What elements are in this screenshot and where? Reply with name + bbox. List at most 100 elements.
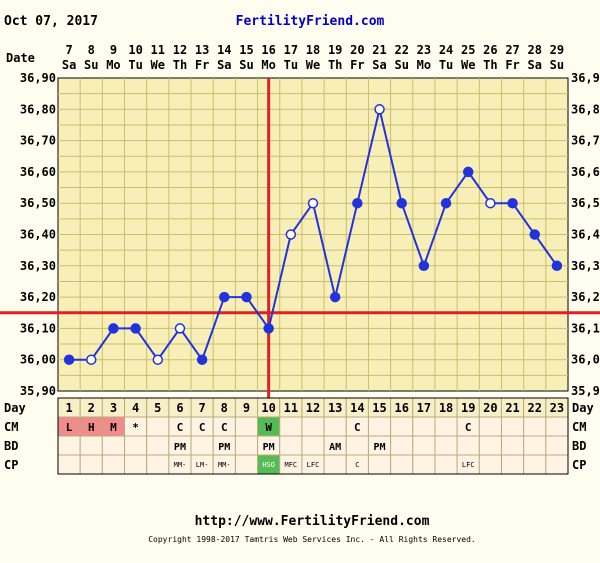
weekday-label: Th: [173, 58, 187, 72]
date-label: 24: [439, 43, 453, 57]
right-y-tick-label: 36,6: [571, 165, 600, 179]
footer-url[interactable]: http://www.FertilityFriend.com: [195, 514, 430, 529]
bd-cell-bg: [434, 435, 458, 456]
bd-cell: PM: [373, 442, 385, 453]
cp-cell-bg: [412, 454, 436, 475]
cp-cell-bg: [500, 454, 525, 475]
cycle-day: 6: [176, 401, 183, 415]
cm-cell: C: [221, 421, 228, 434]
temperature-point: [86, 354, 97, 365]
cm-cell: M: [110, 421, 117, 434]
y-tick-label: 36,50: [20, 196, 56, 210]
weekday-label: Th: [328, 58, 342, 72]
cp-cell-bg: [545, 454, 569, 475]
weekday-label: Fr: [505, 58, 519, 72]
cycle-day: 16: [394, 401, 408, 415]
cp-cell: LFC: [307, 461, 320, 469]
date-label: 7: [65, 43, 72, 57]
temperature-point: [263, 323, 274, 334]
weekday-label: Tu: [439, 58, 453, 72]
cp-cell: C: [355, 461, 359, 469]
y-tick-label: 36,60: [20, 165, 56, 179]
cm-cell-bg: [146, 416, 170, 437]
temperature-point: [529, 229, 540, 240]
cm-cell-bg: [301, 416, 325, 437]
weekday-label: Su: [550, 58, 564, 72]
temperature-point: [329, 291, 341, 303]
cycle-day: 8: [221, 401, 228, 415]
temperature-point: [63, 354, 75, 365]
date-label: 19: [328, 43, 342, 57]
site-name: FertilityFriend.com: [236, 14, 385, 29]
cp-cell-bg: [390, 454, 414, 475]
footer-copyright: Copyright 1998-2017 Tamtris Web Services…: [148, 535, 476, 544]
cp-cell: LM-: [196, 461, 209, 469]
cm-cell: W: [265, 421, 272, 434]
cycle-day: 5: [154, 401, 161, 415]
right-y-tick-label: 35,9: [571, 384, 600, 398]
cm-cell-bg: [523, 416, 547, 437]
weekday-label: Fr: [350, 58, 364, 72]
plot-area: [0, 77, 600, 420]
row-label-left: CP: [4, 458, 18, 472]
cm-cell-bg: [234, 416, 259, 437]
bd-cell-bg: [79, 435, 103, 456]
cycle-day: 7: [199, 401, 206, 415]
right-y-tick-label: 36,1: [571, 321, 600, 335]
right-y-tick-label: 36,2: [571, 290, 600, 304]
cp-cell-bg: [523, 454, 547, 475]
date-label: 23: [417, 43, 431, 57]
date-label: 20: [350, 43, 364, 57]
bd-cell: PM: [218, 442, 230, 453]
cp-cell: MM-: [174, 461, 187, 469]
temperature-point: [462, 166, 474, 178]
weekday-label: Tu: [128, 58, 142, 72]
cm-cell: C: [354, 421, 361, 434]
cycle-day: 22: [528, 401, 542, 415]
date-label: 25: [461, 43, 475, 57]
cp-cell-bg: [234, 454, 259, 475]
cm-cell-bg: [367, 416, 392, 437]
bd-cell-bg: [523, 435, 547, 456]
row-label-right: Day: [572, 401, 594, 415]
date-label: 12: [173, 43, 187, 57]
cycle-day: 17: [417, 401, 431, 415]
date-row-label: Date: [6, 51, 35, 65]
bd-cell-bg: [146, 435, 170, 456]
temperature-point: [352, 197, 363, 209]
y-tick-label: 36,80: [20, 102, 56, 116]
row-label-right: CM: [572, 420, 586, 434]
row-label-left: CM: [4, 420, 18, 434]
axes: 35,90 36,00 36,10 36,20 36,30 36,40 36,50 36,60…: [6, 43, 600, 398]
cycle-day: 23: [550, 401, 564, 415]
y-tick-label: 36,70: [20, 134, 56, 148]
bd-cell: PM: [263, 442, 275, 453]
cm-cell-bg: [478, 416, 502, 437]
cycle-day: 4: [132, 401, 139, 415]
weekday-label: Sa: [528, 58, 542, 72]
right-y-tick-label: 36,4: [571, 228, 600, 242]
cycle-day: 12: [306, 401, 320, 415]
cm-cell-bg: [279, 416, 303, 437]
cm-cell: L: [66, 421, 73, 434]
weekday-label: Sa: [62, 58, 76, 72]
chart-date: Oct 07, 2017: [4, 14, 98, 29]
date-label: 26: [483, 43, 497, 57]
bd-cell-bg: [190, 435, 214, 456]
row-label-left: Day: [4, 401, 26, 415]
row-label-left: BD: [4, 439, 18, 453]
temperature-point: [174, 323, 186, 334]
y-tick-label: 36,30: [20, 259, 56, 273]
temperature-point: [130, 323, 141, 334]
cycle-day: 3: [110, 401, 117, 415]
row-label-right: BD: [572, 439, 586, 453]
cycle-day: 18: [439, 401, 453, 415]
weekday-label: Mo: [106, 58, 120, 72]
weekday-label: Tu: [284, 58, 298, 72]
right-y-tick-label: 36,5: [571, 196, 600, 210]
cm-cell: H: [88, 421, 95, 434]
cp-cell-bg: [434, 454, 458, 475]
cp-cell: MM-: [218, 461, 231, 469]
cp-cell-bg: [146, 454, 170, 475]
